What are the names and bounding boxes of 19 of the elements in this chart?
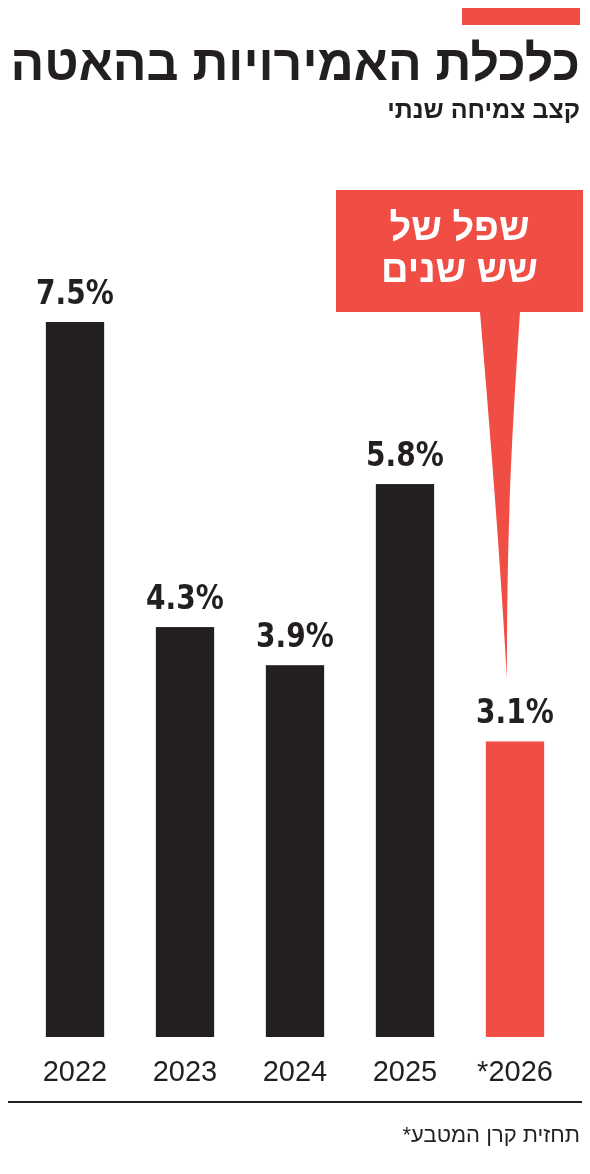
x-tick-label: *2026 — [477, 1055, 553, 1087]
bar — [45, 322, 105, 1037]
x-tick-label: 2024 — [262, 1055, 328, 1087]
x-tick-label: 2023 — [152, 1055, 218, 1087]
data-label: 4.3% — [146, 578, 224, 617]
chart-title: כלכלת האמירויות בהאטה — [10, 35, 580, 91]
data-label: 3.1% — [476, 693, 554, 732]
text: תחזית קרן המטבע* — [402, 1122, 580, 1147]
bar — [155, 627, 215, 1037]
x-tick-label: 2025 — [372, 1055, 438, 1087]
chart-subtitle: קצב צמיחה שנתי — [387, 95, 580, 123]
x-tick-label: 2022 — [42, 1055, 108, 1087]
data-label: 5.8% — [366, 435, 444, 474]
text: שפל של שש שנים — [381, 206, 538, 290]
bar — [265, 665, 325, 1037]
bar — [485, 741, 545, 1037]
data-label: 3.9% — [256, 617, 334, 655]
data-label: 7.5% — [36, 273, 114, 312]
bar — [375, 484, 435, 1037]
